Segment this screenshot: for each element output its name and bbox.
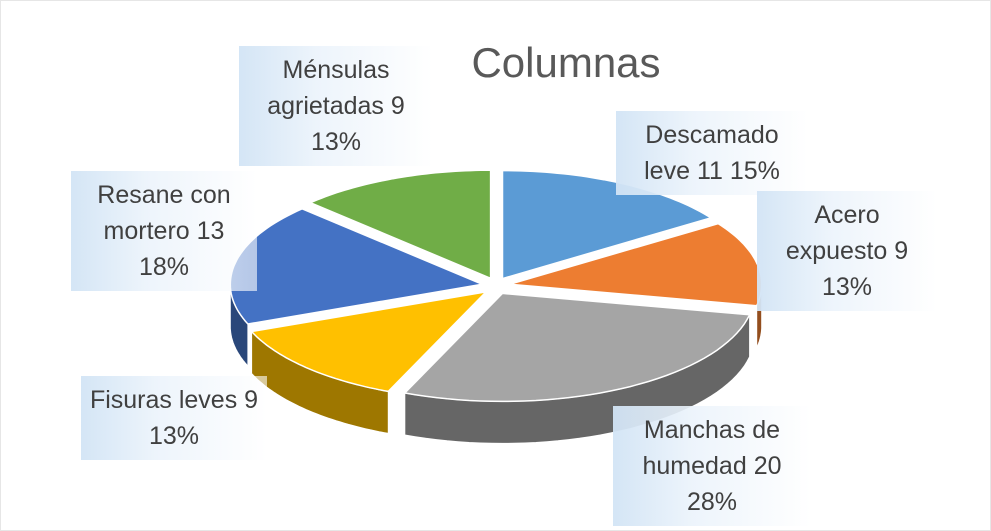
label-category: Ménsulas agrietadas	[267, 56, 390, 120]
pie-slice	[250, 290, 489, 393]
data-label: Ménsulas agrietadas 9 13%	[239, 46, 433, 166]
label-value: 11	[696, 157, 723, 185]
label-value: 20	[753, 452, 782, 480]
label-category: Acero expuesto	[785, 201, 888, 265]
label-value: 9	[244, 386, 259, 414]
label-category: Fisuras leves	[89, 386, 238, 414]
data-label: Acero expuesto 9 13%	[757, 191, 937, 311]
label-category: Resane con mortero	[97, 181, 231, 245]
label-value: 9	[390, 92, 405, 120]
data-label: Descamado leve 11 15%	[616, 111, 808, 195]
label-percent: 18%	[138, 253, 190, 281]
data-label: Fisuras leves 9 13%	[81, 376, 267, 460]
label-category: Descamado leve	[644, 121, 779, 185]
label-percent: 28%	[686, 488, 738, 516]
label-value: 9	[894, 237, 909, 265]
pie-slice	[403, 292, 751, 403]
data-label: Manchas de humedad 20 28%	[613, 406, 811, 526]
label-value: 13	[196, 217, 225, 245]
label-percent: 13%	[821, 273, 873, 301]
label-percent: 15%	[729, 157, 780, 185]
chart-title: Columnas	[471, 39, 661, 86]
label-percent: 13%	[310, 128, 362, 156]
data-label: Resane con mortero 13 18%	[71, 171, 257, 291]
pie-slice	[308, 169, 492, 280]
label-percent: 13%	[148, 422, 200, 450]
label-category: Manchas de humedad	[642, 416, 781, 480]
